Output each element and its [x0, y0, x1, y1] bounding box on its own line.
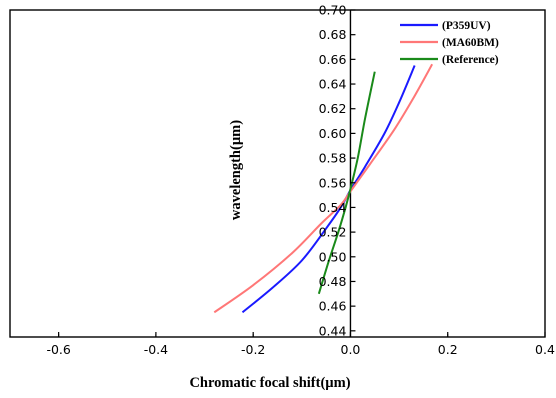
y-tick-label: 0.56 — [319, 175, 347, 190]
series-line-ma60bm — [213, 63, 434, 314]
y-tick-label: 0.50 — [319, 249, 347, 264]
y-tick-label: 0.70 — [319, 3, 347, 18]
legend-label: (MA60BM) — [442, 37, 499, 49]
legend: (P359UV) (MA60BM) (Reference) — [400, 20, 499, 66]
plot-frame — [9, 9, 546, 338]
y-tick-label: 0.58 — [319, 151, 347, 166]
y-tick-label: 0.64 — [319, 77, 347, 92]
x-tick-label: -0.2 — [241, 342, 265, 357]
y-tick-label: 0.54 — [319, 200, 347, 215]
x-axis-label: Chromatic focal shift(µm) — [189, 375, 350, 391]
y-tick-label: 0.62 — [319, 101, 347, 116]
y-axis-label: wavelength(µm) — [228, 120, 244, 220]
x-tick-label: -0.4 — [144, 342, 168, 357]
y-tick-label: 0.52 — [319, 225, 347, 240]
x-tick-label: 0.0 — [341, 342, 361, 357]
series-layer — [213, 63, 434, 314]
y-tick-label: 0.68 — [319, 27, 347, 42]
y-tick-label: 0.44 — [319, 323, 347, 338]
y-tick-label: 0.60 — [319, 126, 347, 141]
x-tick-label: 0.4 — [535, 342, 555, 357]
x-tick-label: 0.2 — [438, 342, 458, 357]
legend-label: (P359UV) — [442, 20, 491, 32]
y-tick-label: 0.66 — [319, 52, 347, 67]
axes — [9, 9, 546, 338]
y-ticks: 0.44 0.46 0.48 0.50 0.52 0.54 0.56 0.58 0.60 0.62… — [319, 3, 356, 338]
legend-label: (Reference) — [442, 54, 499, 66]
y-tick-label: 0.48 — [319, 274, 347, 289]
series-line-reference — [317, 71, 376, 295]
x-tick-label: -0.6 — [46, 342, 70, 357]
y-tick-label: 0.46 — [319, 299, 347, 314]
x-ticks: -0.6 -0.4 -0.2 0.0 0.2 0.4 — [46, 332, 555, 357]
